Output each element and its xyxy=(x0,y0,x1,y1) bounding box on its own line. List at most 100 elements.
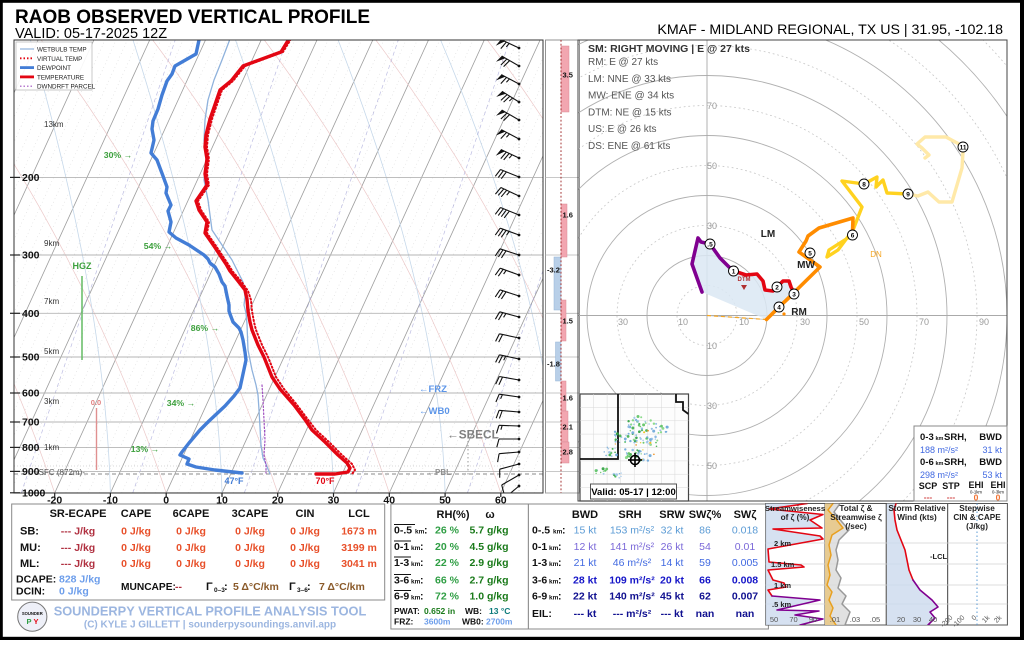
svg-text::: : xyxy=(424,525,428,537)
svg-text:Storm Relative: Storm Relative xyxy=(888,504,946,513)
svg-text:46 m²/s²: 46 m²/s² xyxy=(613,557,652,569)
svg-text:30: 30 xyxy=(707,221,717,231)
svg-text:WB0:: WB0: xyxy=(462,617,484,627)
svg-text:30: 30 xyxy=(328,495,340,507)
svg-text:1.6: 1.6 xyxy=(563,394,573,403)
svg-text:3041 m: 3041 m xyxy=(341,558,377,570)
svg-text:20 kt: 20 kt xyxy=(660,575,684,587)
svg-text::: : xyxy=(420,575,424,587)
svg-text:---: --- xyxy=(947,492,956,502)
svg-text:0.018: 0.018 xyxy=(732,525,758,537)
svg-text:DCAPE:: DCAPE: xyxy=(16,574,56,586)
svg-text:6CAPE: 6CAPE xyxy=(173,508,210,520)
svg-text:0 J/kg: 0 J/kg xyxy=(121,526,151,538)
svg-text::: : xyxy=(420,541,424,553)
svg-text:50: 50 xyxy=(707,461,717,471)
svg-text:(J/kg): (J/kg) xyxy=(966,522,988,531)
svg-text:2k: 2k xyxy=(993,614,1004,625)
svg-text:km: km xyxy=(936,436,944,442)
svg-text:20: 20 xyxy=(897,615,905,624)
svg-text:1.5 km: 1.5 km xyxy=(771,560,795,569)
svg-text:13 °C: 13 °C xyxy=(489,606,510,616)
svg-text:←WB0: ←WB0 xyxy=(419,406,450,417)
svg-text:900: 900 xyxy=(22,466,40,478)
svg-text:0 J/kg: 0 J/kg xyxy=(121,542,151,554)
svg-text:km: km xyxy=(549,545,559,552)
svg-text:BWD: BWD xyxy=(979,457,1002,468)
svg-text:0 J/kg: 0 J/kg xyxy=(290,542,320,554)
svg-text:1-3: 1-3 xyxy=(532,557,547,569)
svg-text:EHI: EHI xyxy=(968,480,983,490)
svg-text::: : xyxy=(558,541,562,553)
svg-text:0 J/kg: 0 J/kg xyxy=(121,558,151,570)
svg-text:CIN: CIN xyxy=(296,508,315,520)
svg-text:22 kt: 22 kt xyxy=(573,591,597,603)
svg-text:MUNCAPE:: MUNCAPE: xyxy=(121,582,176,593)
svg-text:828 J/kg: 828 J/kg xyxy=(59,574,100,586)
svg-text:MU:: MU: xyxy=(20,542,41,554)
svg-text:6-9: 6-9 xyxy=(394,591,409,603)
svg-text:0.007: 0.007 xyxy=(732,591,758,603)
svg-text:SM: RIGHT MOVING | E @ 27 kts: SM: RIGHT MOVING | E @ 27 kts xyxy=(588,43,750,55)
svg-text:3-6: 3-6 xyxy=(532,575,547,587)
svg-text:1673 m: 1673 m xyxy=(341,526,377,538)
svg-text:LM: NNE @ 33 kts: LM: NNE @ 33 kts xyxy=(588,74,671,85)
svg-text:3-6: 3-6 xyxy=(394,575,409,587)
svg-text:--- kt: --- kt xyxy=(574,608,597,620)
svg-text:400: 400 xyxy=(22,308,40,320)
svg-text:3: 3 xyxy=(792,291,796,298)
svg-text:60: 60 xyxy=(495,495,507,507)
svg-text:0: 0 xyxy=(163,495,169,507)
svg-text:34% →: 34% → xyxy=(167,398,196,408)
svg-text:SOUNDER: SOUNDER xyxy=(22,611,43,616)
svg-text:km: km xyxy=(411,595,421,602)
svg-text:Y: Y xyxy=(33,617,38,626)
svg-text:0 J/kg: 0 J/kg xyxy=(176,526,206,538)
svg-text:600: 600 xyxy=(22,388,40,400)
svg-text:1.0 g/kg: 1.0 g/kg xyxy=(469,591,508,603)
svg-text:RAOB OBSERVED VERTICAL PROFILE: RAOB OBSERVED VERTICAL PROFILE xyxy=(15,7,370,28)
svg-text:31 kt: 31 kt xyxy=(982,445,1002,455)
svg-text:Γ: Γ xyxy=(206,581,213,593)
svg-text:km: km xyxy=(411,561,421,568)
svg-text:km: km xyxy=(549,561,559,568)
svg-text:5.7 g/kg: 5.7 g/kg xyxy=(469,525,508,537)
svg-text:11: 11 xyxy=(960,144,967,151)
svg-text:90: 90 xyxy=(979,317,989,327)
svg-text:0: 0 xyxy=(996,493,1001,503)
svg-text:CAPE: CAPE xyxy=(121,508,152,520)
svg-text:30% →: 30% → xyxy=(104,150,133,160)
svg-text:2.8: 2.8 xyxy=(563,448,573,457)
svg-text:0 J/kg: 0 J/kg xyxy=(176,542,206,554)
svg-text:TEMPERATURE: TEMPERATURE xyxy=(37,74,84,81)
svg-text:DWNDRFT PARCEL: DWNDRFT PARCEL xyxy=(37,84,96,91)
svg-text:KMAF - MIDLAND REGIONAL, TX US: KMAF - MIDLAND REGIONAL, TX US | 31.95, … xyxy=(657,22,1003,38)
svg-text:0 J/kg: 0 J/kg xyxy=(59,586,89,598)
svg-text:US: E @ 26 kts: US: E @ 26 kts xyxy=(588,124,657,135)
svg-text:1.6: 1.6 xyxy=(563,211,573,220)
svg-text:---: --- xyxy=(924,492,933,502)
svg-text:FRZ:: FRZ: xyxy=(394,617,414,627)
svg-text:DCIN:: DCIN: xyxy=(16,586,45,598)
svg-text:--- m²/s²: --- m²/s² xyxy=(613,608,652,620)
svg-text:800: 800 xyxy=(22,442,40,454)
svg-text:MW: ENE @ 34 kts: MW: ENE @ 34 kts xyxy=(588,91,674,102)
svg-text:Stepwise: Stepwise xyxy=(959,504,995,513)
svg-text:5 Δ°C/km: 5 Δ°C/km xyxy=(233,581,279,593)
svg-text:13% →: 13% → xyxy=(131,444,160,454)
svg-text:1000: 1000 xyxy=(22,487,46,499)
svg-text::: : xyxy=(558,575,562,587)
svg-text:30: 30 xyxy=(913,615,921,624)
svg-text:km: km xyxy=(549,579,559,586)
svg-text:ω: ω xyxy=(485,509,494,521)
svg-text:300: 300 xyxy=(22,250,40,262)
svg-text:←FRZ: ←FRZ xyxy=(419,384,447,395)
svg-text:--- kt: --- kt xyxy=(661,608,684,620)
svg-text:BWD: BWD xyxy=(979,432,1002,443)
svg-text:km: km xyxy=(553,529,563,536)
svg-text:SRW: SRW xyxy=(659,509,685,521)
svg-text:EHI: EHI xyxy=(990,480,1005,490)
svg-text:7 Δ°C/km: 7 Δ°C/km xyxy=(319,581,365,593)
svg-text:--: -- xyxy=(175,581,182,593)
svg-text:62: 62 xyxy=(699,591,711,603)
